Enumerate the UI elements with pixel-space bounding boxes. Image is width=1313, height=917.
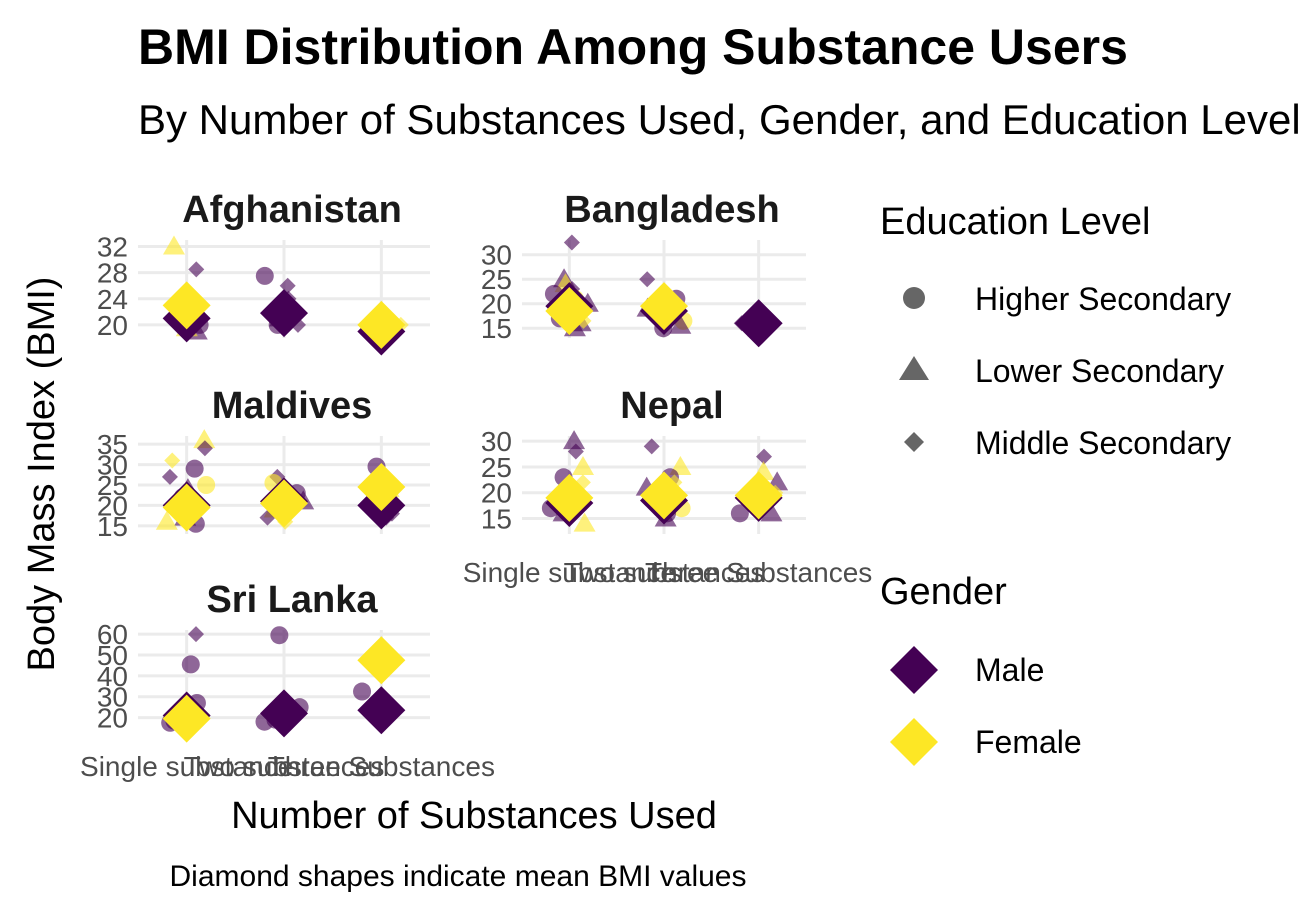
chart-subtitle: By Number of Substances Used, Gender, an… (138, 96, 1301, 143)
y-tick-label: 24 (97, 284, 128, 315)
data-point (353, 682, 372, 701)
y-tick-label: 30 (481, 240, 512, 271)
legend-label-higher-secondary: Higher Secondary (975, 281, 1231, 317)
mean-diamond-female (162, 483, 211, 532)
panel-title: Bangladesh (564, 189, 779, 231)
mean-diamond-female (640, 282, 688, 331)
mean-diamond-female (357, 636, 406, 685)
mean-diamond-female (357, 463, 406, 512)
facet-panels: Afghanistan20242832Bangladesh15202530Mal… (80, 189, 872, 782)
data-point (760, 502, 783, 522)
legend-label-female: Female (975, 724, 1082, 760)
y-axis-title: Body Mass Index (BMI) (21, 277, 63, 672)
x-tick-label: Single substance (80, 751, 293, 782)
y-tick-label: 30 (97, 450, 128, 481)
x-axis-title: Number of Substances Used (231, 795, 717, 837)
data-point (639, 271, 656, 288)
legend-label-middle-secondary: Middle Secondary (975, 425, 1231, 461)
mean-diamond-female (260, 479, 308, 528)
y-tick-label: 30 (481, 426, 512, 457)
x-tick-label: Three Substances (268, 751, 495, 782)
y-tick-label: 50 (97, 640, 128, 671)
data-point (669, 314, 692, 334)
x-tick-label: Two substances (184, 751, 385, 782)
y-tick-label: 25 (481, 264, 512, 295)
data-point (193, 429, 216, 449)
panel-title: Nepal (620, 385, 723, 427)
legend-title-education: Education Level (880, 201, 1150, 243)
y-tick-label: 15 (481, 504, 512, 535)
panel-title: Maldives (212, 385, 373, 427)
y-tick-label: 20 (97, 703, 128, 734)
data-point (155, 510, 178, 530)
panel-title: Afghanistan (182, 189, 402, 231)
data-point (161, 468, 178, 485)
mean-diamond-female (545, 473, 594, 522)
data-point (164, 452, 181, 469)
mean-diamond-female (357, 300, 406, 349)
y-tick-label: 20 (481, 478, 512, 509)
data-point (755, 448, 772, 465)
data-point (162, 235, 185, 255)
legend-label-male: Male (975, 652, 1044, 688)
data-point (255, 266, 274, 285)
legend-label-lower-secondary: Lower Secondary (975, 353, 1224, 389)
x-tick-label: Two substances (564, 557, 765, 588)
y-tick-label: 15 (97, 511, 128, 542)
y-tick-label: 40 (97, 661, 128, 692)
y-tick-label: 25 (97, 470, 128, 501)
y-tick-label: 60 (97, 619, 128, 650)
mean-diamond-female (545, 287, 594, 336)
mean-diamond-female (640, 471, 688, 520)
data-point (197, 476, 216, 494)
legend-diamond-icon (904, 432, 924, 452)
y-tick-label: 15 (481, 313, 512, 344)
legend-title-gender: Gender (880, 571, 1007, 613)
data-point (567, 443, 584, 460)
mean-diamond-female (162, 281, 211, 330)
x-tick-label: Single substance (463, 557, 676, 588)
chart-caption: Diamond shapes indicate mean BMI values (170, 860, 747, 893)
legend-male-diamond-icon (890, 646, 938, 694)
y-tick-label: 20 (481, 289, 512, 320)
mean-diamond-male (734, 299, 783, 348)
data-point (270, 626, 289, 645)
data-point (563, 430, 586, 450)
x-tick-label: Three Substances (645, 557, 872, 588)
legend: Education Level Higher Secondary Lower S… (880, 201, 1231, 766)
data-point (643, 438, 660, 455)
mean-diamond-male (357, 686, 406, 735)
data-point (573, 512, 596, 532)
mean-diamond-female (162, 694, 211, 743)
mean-diamond-male (260, 289, 308, 338)
legend-circle-icon (903, 287, 925, 309)
data-point (181, 655, 200, 674)
y-tick-label: 32 (97, 232, 128, 263)
chart-title: BMI Distribution Among Substance Users (138, 19, 1128, 75)
data-point (187, 626, 204, 643)
legend-female-diamond-icon (890, 718, 938, 766)
data-point (572, 455, 595, 475)
data-point (563, 234, 580, 251)
y-tick-label: 20 (97, 310, 128, 341)
data-point (196, 440, 213, 457)
y-tick-label: 35 (97, 429, 128, 460)
data-point (730, 504, 749, 523)
panel-title: Sri Lanka (206, 579, 378, 621)
y-tick-label: 28 (97, 258, 128, 289)
legend-triangle-icon (899, 356, 929, 380)
data-point (185, 459, 204, 478)
mean-diamond-male (260, 689, 308, 738)
y-tick-label: 20 (97, 490, 128, 521)
data-point (188, 261, 205, 278)
mean-diamond-female (734, 471, 783, 520)
y-tick-label: 30 (97, 682, 128, 713)
y-tick-label: 25 (481, 452, 512, 483)
